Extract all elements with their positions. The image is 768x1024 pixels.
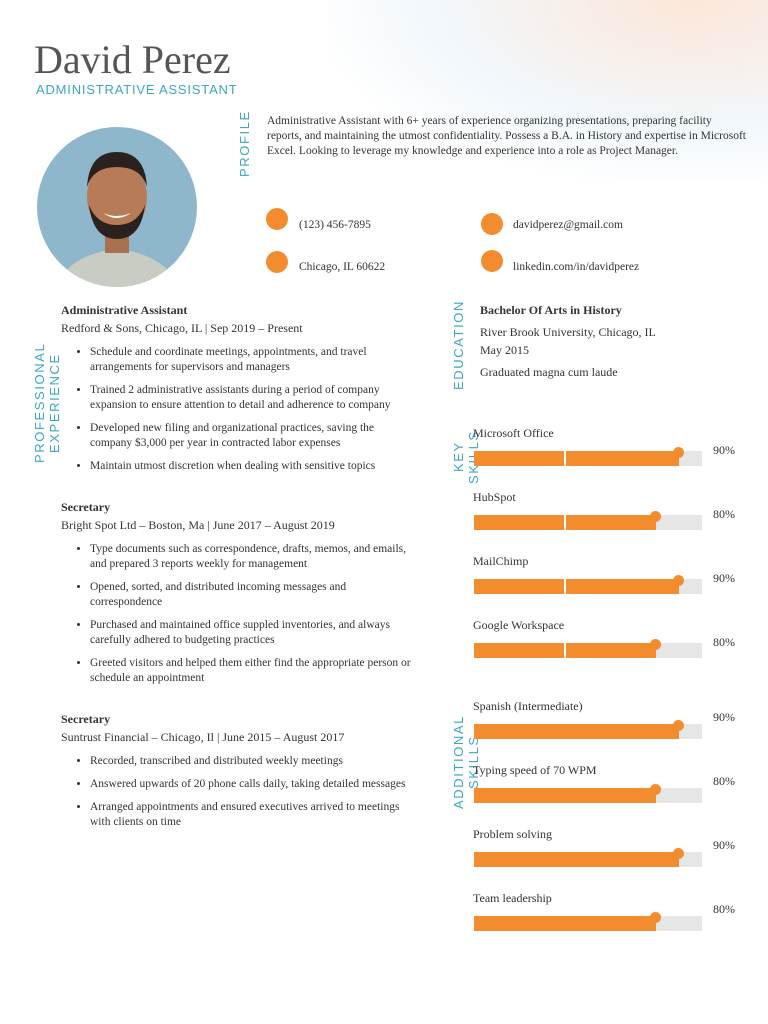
phone: (123) 456-7895 bbox=[299, 219, 371, 231]
skill-track bbox=[474, 720, 702, 739]
linkedin: linkedin.com/in/davidperez bbox=[513, 261, 640, 273]
experience-heading: PROFESSIONAL EXPERIENCE bbox=[32, 342, 62, 464]
skill-dot bbox=[650, 784, 662, 795]
skill-bar bbox=[474, 788, 657, 803]
skill-bar bbox=[474, 451, 680, 466]
skill-dot bbox=[673, 848, 685, 859]
skill-track bbox=[474, 784, 702, 803]
skill-percent: 80% bbox=[713, 635, 735, 649]
email-icon bbox=[481, 213, 503, 235]
skill-name: Spanish (Intermediate) bbox=[473, 699, 583, 713]
skill-percent: 90% bbox=[713, 710, 735, 724]
company: Suntrust Financial – Chicago, Il | June … bbox=[61, 730, 345, 744]
skill-percent: 80% bbox=[713, 507, 735, 521]
experience-list: Administrative Assistant Redford & Sons, … bbox=[61, 303, 411, 856]
skill-name: Problem solving bbox=[473, 827, 553, 841]
skill-bar bbox=[474, 579, 680, 594]
bar-divider bbox=[564, 451, 566, 466]
job-title: ADMINISTRATIVE ASSISTANT bbox=[36, 82, 238, 97]
location: Chicago, IL 60622 bbox=[299, 261, 386, 273]
bullet-list: Recorded, transcribed and distributed we… bbox=[61, 754, 411, 830]
company: Bright Spot Ltd – Boston, Ma | June 2017… bbox=[61, 518, 335, 532]
bullet: Recorded, transcribed and distributed we… bbox=[90, 754, 411, 769]
skill-name: Microsoft Office bbox=[473, 426, 554, 440]
linkedin-icon bbox=[481, 250, 503, 272]
education-heading: EDUCATION bbox=[451, 300, 466, 390]
skill-dot bbox=[650, 639, 662, 650]
bullet-list: Schedule and coordinate meetings, appoin… bbox=[61, 345, 411, 474]
bullet: Answered upwards of 20 phone calls daily… bbox=[90, 777, 411, 792]
skill-dot bbox=[673, 720, 685, 731]
skill-track bbox=[474, 848, 702, 867]
phone-icon bbox=[266, 208, 288, 230]
school: River Brook University, Chicago, IL bbox=[480, 325, 656, 339]
bullet: Trained 2 administrative assistants duri… bbox=[90, 383, 411, 413]
skill-percent: 90% bbox=[713, 838, 735, 852]
skill-percent: 80% bbox=[713, 902, 735, 916]
bar-divider bbox=[564, 515, 566, 530]
honors: Graduated magna cum laude bbox=[480, 365, 618, 379]
skill-name: Typing speed of 70 WPM bbox=[473, 763, 597, 777]
job-title: Administrative Assistant bbox=[61, 303, 188, 317]
bullet: Developed new filing and organizational … bbox=[90, 421, 411, 451]
skill-name: Team leadership bbox=[473, 891, 552, 905]
degree: Bachelor Of Arts in History bbox=[480, 303, 622, 317]
bullet: Schedule and coordinate meetings, appoin… bbox=[90, 345, 411, 375]
skill-name: Google Workspace bbox=[473, 618, 565, 632]
bullet: Greeted visitors and helped them either … bbox=[90, 656, 411, 686]
skill-dot bbox=[650, 511, 662, 522]
skill-dot bbox=[650, 912, 662, 923]
bar-divider bbox=[564, 579, 566, 594]
skill-name: MailChimp bbox=[473, 554, 529, 568]
skill-dot bbox=[673, 447, 685, 458]
skill-track bbox=[474, 447, 702, 466]
company: Redford & Sons, Chicago, IL | Sep 2019 –… bbox=[61, 321, 303, 335]
skill-percent: 90% bbox=[713, 443, 735, 457]
skill-track bbox=[474, 511, 702, 530]
location-icon bbox=[266, 251, 288, 273]
skill-bar bbox=[474, 916, 657, 931]
skill-bar bbox=[474, 852, 680, 867]
bullet: Opened, sorted, and distributed incoming… bbox=[90, 580, 411, 610]
bar-divider bbox=[564, 643, 566, 658]
job-title: Secretary bbox=[61, 500, 111, 514]
grad-date: May 2015 bbox=[480, 343, 529, 357]
background-glow bbox=[328, 0, 768, 180]
profile-text: Administrative Assistant with 6+ years o… bbox=[267, 115, 746, 157]
bullet: Type documents such as correspondence, d… bbox=[90, 542, 411, 572]
photo bbox=[37, 127, 197, 287]
email: davidperez@gmail.com bbox=[513, 219, 623, 231]
bullet-list: Type documents such as correspondence, d… bbox=[61, 542, 411, 686]
profile-heading: PROFILE bbox=[237, 110, 252, 178]
skill-track bbox=[474, 575, 702, 594]
job-title: Secretary bbox=[61, 712, 111, 726]
skill-track bbox=[474, 639, 702, 658]
skill-track bbox=[474, 912, 702, 931]
skill-bar bbox=[474, 724, 680, 739]
skill-percent: 90% bbox=[713, 571, 735, 585]
skill-dot bbox=[673, 575, 685, 586]
name: David Perez bbox=[34, 37, 231, 82]
bullet: Purchased and maintained office suppled … bbox=[90, 618, 411, 648]
bullet: Maintain utmost discretion when dealing … bbox=[90, 459, 411, 474]
skill-name: HubSpot bbox=[473, 490, 516, 504]
bullet: Arranged appointments and ensured execut… bbox=[90, 800, 411, 830]
skill-percent: 80% bbox=[713, 774, 735, 788]
